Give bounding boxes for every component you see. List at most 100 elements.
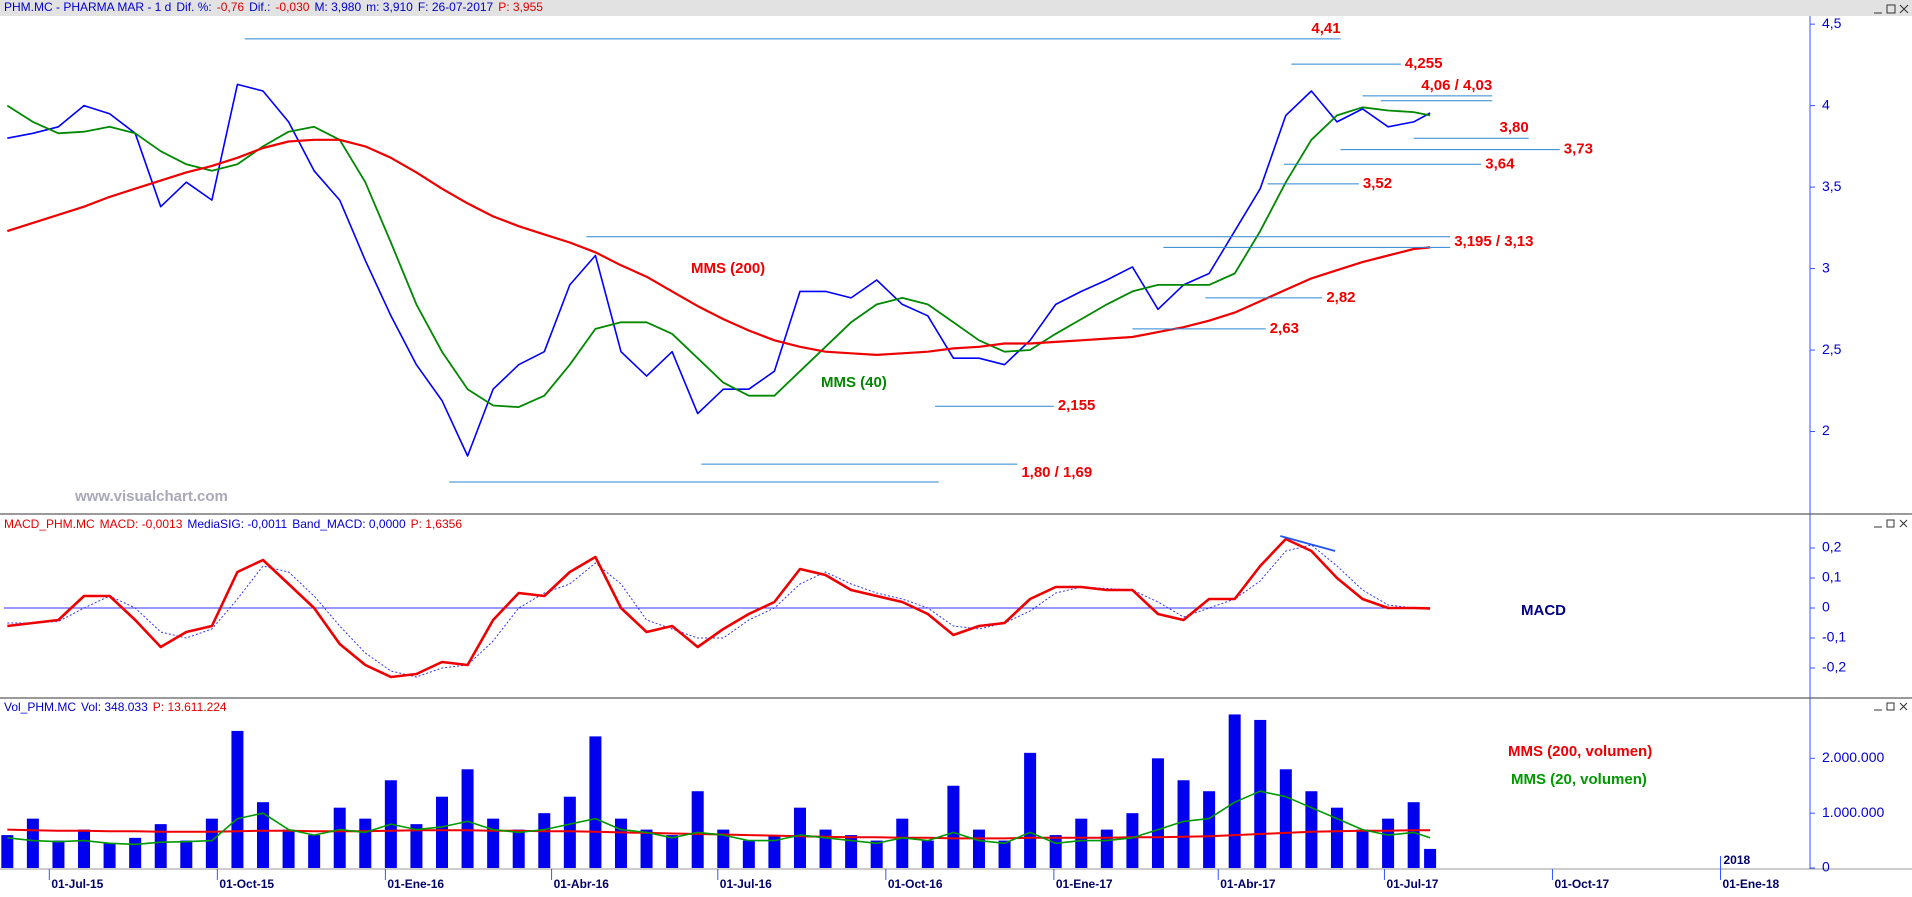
level-label: 4,06 / 4,03 — [1421, 77, 1492, 94]
volume-bar — [1049, 835, 1062, 868]
header-field: MediaSIG: -0,0011 — [187, 517, 287, 531]
window-controls[interactable] — [1874, 519, 1908, 528]
header-field: MACD_PHM.MC — [4, 517, 95, 531]
volume-bar — [205, 818, 218, 868]
volume-bar — [691, 791, 704, 868]
volume-bar — [1407, 802, 1420, 868]
volume-bar — [589, 736, 602, 868]
volume-bar — [998, 840, 1011, 868]
header-field: M: 3,980 — [314, 0, 361, 14]
volume-bar — [870, 840, 883, 868]
volume-bar — [52, 840, 65, 868]
close-button[interactable] — [1899, 519, 1908, 528]
volume-bar — [768, 835, 781, 868]
volume-bar — [819, 829, 832, 868]
x-tick-label: 01-Oct-17 — [1554, 877, 1609, 891]
panel-header: Vol_PHM.MC Vol: 348.033 P: 13.611.224 — [4, 700, 227, 714]
volume-bar — [487, 818, 500, 868]
volume-bar — [1, 835, 14, 868]
y-tick-label: 3 — [1822, 259, 1830, 275]
window-controls[interactable] — [1874, 702, 1908, 711]
x-tick-label: 01-Jul-17 — [1386, 877, 1438, 891]
volume-bar — [1203, 791, 1216, 868]
volume-bar — [1024, 752, 1037, 868]
volume-bar — [180, 840, 193, 868]
y-tick-label: 4 — [1822, 96, 1830, 112]
y-tick-label: 0 — [1822, 859, 1830, 875]
volume-bar — [563, 796, 576, 868]
level-label: 2,82 — [1326, 289, 1355, 306]
volume-bar — [231, 730, 244, 868]
y-tick-label: 4,5 — [1822, 15, 1842, 31]
volume-bar — [614, 818, 627, 868]
header-field: m: 3,910 — [366, 0, 413, 14]
volume-bar — [742, 840, 755, 868]
y-tick-label: 0,1 — [1822, 569, 1842, 585]
header-field: Vol: 348.033 — [81, 700, 148, 714]
maximize-button[interactable] — [1886, 4, 1896, 14]
level-label: 3,195 / 3,13 — [1454, 233, 1533, 250]
x-tick-label: 01-Abr-16 — [554, 877, 610, 891]
level-label: 4,255 — [1405, 55, 1443, 72]
header-field: Band_MACD: 0,0000 — [292, 517, 406, 531]
volume-bar — [640, 829, 653, 868]
maximize-button[interactable] — [1886, 702, 1895, 711]
volume-bar — [1305, 791, 1318, 868]
x-tick-label: 01-Ene-17 — [1056, 877, 1113, 891]
header-field: F: 26-07-2017 — [418, 0, 494, 14]
close-button[interactable] — [1899, 4, 1909, 14]
volume-bar — [410, 824, 423, 868]
volume-bar — [1126, 813, 1139, 868]
header-field: Vol_PHM.MC — [4, 700, 76, 714]
header-field: Dif.: — [249, 0, 270, 14]
close-button[interactable] — [1899, 702, 1908, 711]
level-label: 3,64 — [1485, 155, 1515, 172]
volume-bar — [1075, 818, 1088, 868]
series-label: MMS (20, volumen) — [1511, 771, 1647, 788]
volume-bar — [921, 840, 934, 868]
series-line — [6, 138, 1431, 356]
volume-bar — [717, 829, 730, 868]
x-tick-label: 01-Jul-15 — [51, 877, 103, 891]
series-line — [7, 790, 1431, 846]
level-label: 1,80 / 1,69 — [1021, 464, 1092, 481]
volume-bar — [1356, 829, 1369, 868]
header-field: PHM.MC - PHARMA MAR - 1 d — [4, 0, 171, 14]
volume-bar — [333, 807, 346, 868]
panel-header: MACD_PHM.MC MACD: -0,0013 MediaSIG: -0,001… — [4, 517, 462, 531]
x-tick-label: 01-Jul-16 — [720, 877, 772, 891]
y-tick-label: 1.000.000 — [1822, 804, 1884, 820]
x-tick-label: 01-Ene-18 — [1723, 877, 1780, 891]
header-field: P: 13.611.224 — [153, 700, 227, 714]
series-label: MMS (200, volumen) — [1508, 743, 1652, 760]
level-label: 2,155 — [1058, 397, 1096, 414]
y-tick-label: -0,1 — [1822, 629, 1846, 645]
window-controls[interactable] — [1874, 4, 1909, 14]
level-label: 2,63 — [1270, 320, 1299, 337]
header-field: P: 1,6356 — [411, 517, 463, 531]
volume-bar — [845, 835, 858, 868]
volume-bar — [512, 829, 525, 868]
volume-bar — [257, 802, 270, 868]
volume-bar — [1382, 818, 1395, 868]
level-label: 3,73 — [1564, 141, 1593, 158]
volume-bar — [1254, 719, 1267, 868]
volume-bar — [154, 824, 167, 868]
volume-bar — [1279, 769, 1292, 868]
y-tick-label: -0,2 — [1822, 659, 1846, 675]
maximize-button[interactable] — [1886, 519, 1895, 528]
x-tick-label: 01-Oct-16 — [888, 877, 943, 891]
volume-bar — [461, 769, 474, 868]
x-tick-label: 01-Abr-17 — [1220, 877, 1276, 891]
series-line — [7, 537, 1431, 679]
x-tick-label: 01-Oct-15 — [219, 877, 274, 891]
y-tick-label: 2.000.000 — [1822, 749, 1884, 765]
volume-bar — [1177, 780, 1190, 868]
title-bar — [0, 0, 1912, 16]
y-tick-label: 3,5 — [1822, 178, 1842, 194]
x-tick-label: 01-Ene-16 — [387, 877, 444, 891]
y-tick-label: 2,5 — [1822, 341, 1842, 357]
header-field: MACD: -0,0013 — [100, 517, 183, 531]
header-field: Dif. %: — [176, 0, 211, 14]
